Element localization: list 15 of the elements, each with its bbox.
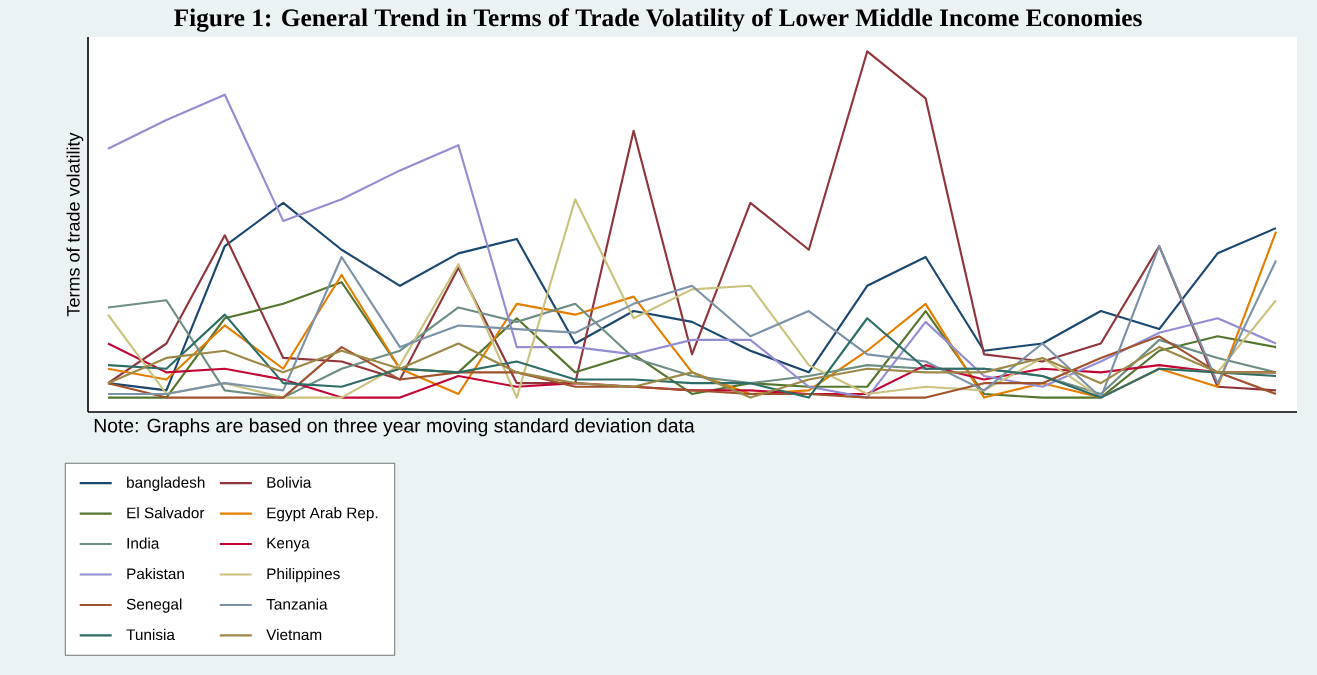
legend-label: India [127, 537, 160, 549]
text: Note: Graphs are based on three year moving standard deviation data [94, 418, 695, 437]
legend-label: Kenya [267, 537, 310, 552]
legend-label: Senegal [126, 598, 182, 613]
chart-title: Figure 1: General Trend in Terms of Trade Volatility of Lower Middle Income Economies [174, 8, 1142, 32]
y-axis-title: Terms of trade volatility [66, 132, 84, 317]
legend-label: Tanzania [266, 598, 328, 610]
legend-label: El Salvador [127, 507, 205, 519]
legend-label: Philippines [267, 567, 340, 583]
legend-label: Bolivia [267, 476, 312, 488]
legend-label: Egypt Arab Rep. [267, 507, 378, 522]
legend-label: Vietnam [266, 628, 322, 641]
legend-label: bangladesh [127, 476, 205, 491]
legend-label: Pakistan [127, 567, 184, 580]
legend-label: Tunisia [126, 628, 175, 641]
